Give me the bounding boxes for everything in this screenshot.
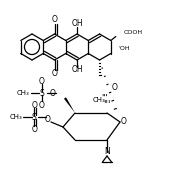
Text: O: O xyxy=(39,100,45,110)
Text: OH: OH xyxy=(71,66,83,74)
Text: O: O xyxy=(121,118,127,127)
Text: CH₃: CH₃ xyxy=(17,90,29,96)
Text: S: S xyxy=(32,113,36,121)
Text: 'OH: 'OH xyxy=(119,46,130,51)
Polygon shape xyxy=(64,97,75,113)
Text: O: O xyxy=(50,89,56,98)
Text: O: O xyxy=(52,69,57,79)
Text: O: O xyxy=(32,124,38,134)
Text: O: O xyxy=(39,76,45,85)
Text: OH: OH xyxy=(71,20,83,28)
Text: ''': ''' xyxy=(102,94,108,103)
Text: O: O xyxy=(112,83,118,92)
Text: S: S xyxy=(40,89,44,98)
Text: O: O xyxy=(45,114,51,123)
Text: CH₃: CH₃ xyxy=(93,97,105,103)
Text: N: N xyxy=(104,147,110,157)
Text: O: O xyxy=(32,100,38,110)
Text: CH₃: CH₃ xyxy=(10,114,22,120)
Text: ''': ''' xyxy=(103,99,111,109)
Text: O: O xyxy=(52,15,57,25)
Text: COOH: COOH xyxy=(124,30,143,35)
